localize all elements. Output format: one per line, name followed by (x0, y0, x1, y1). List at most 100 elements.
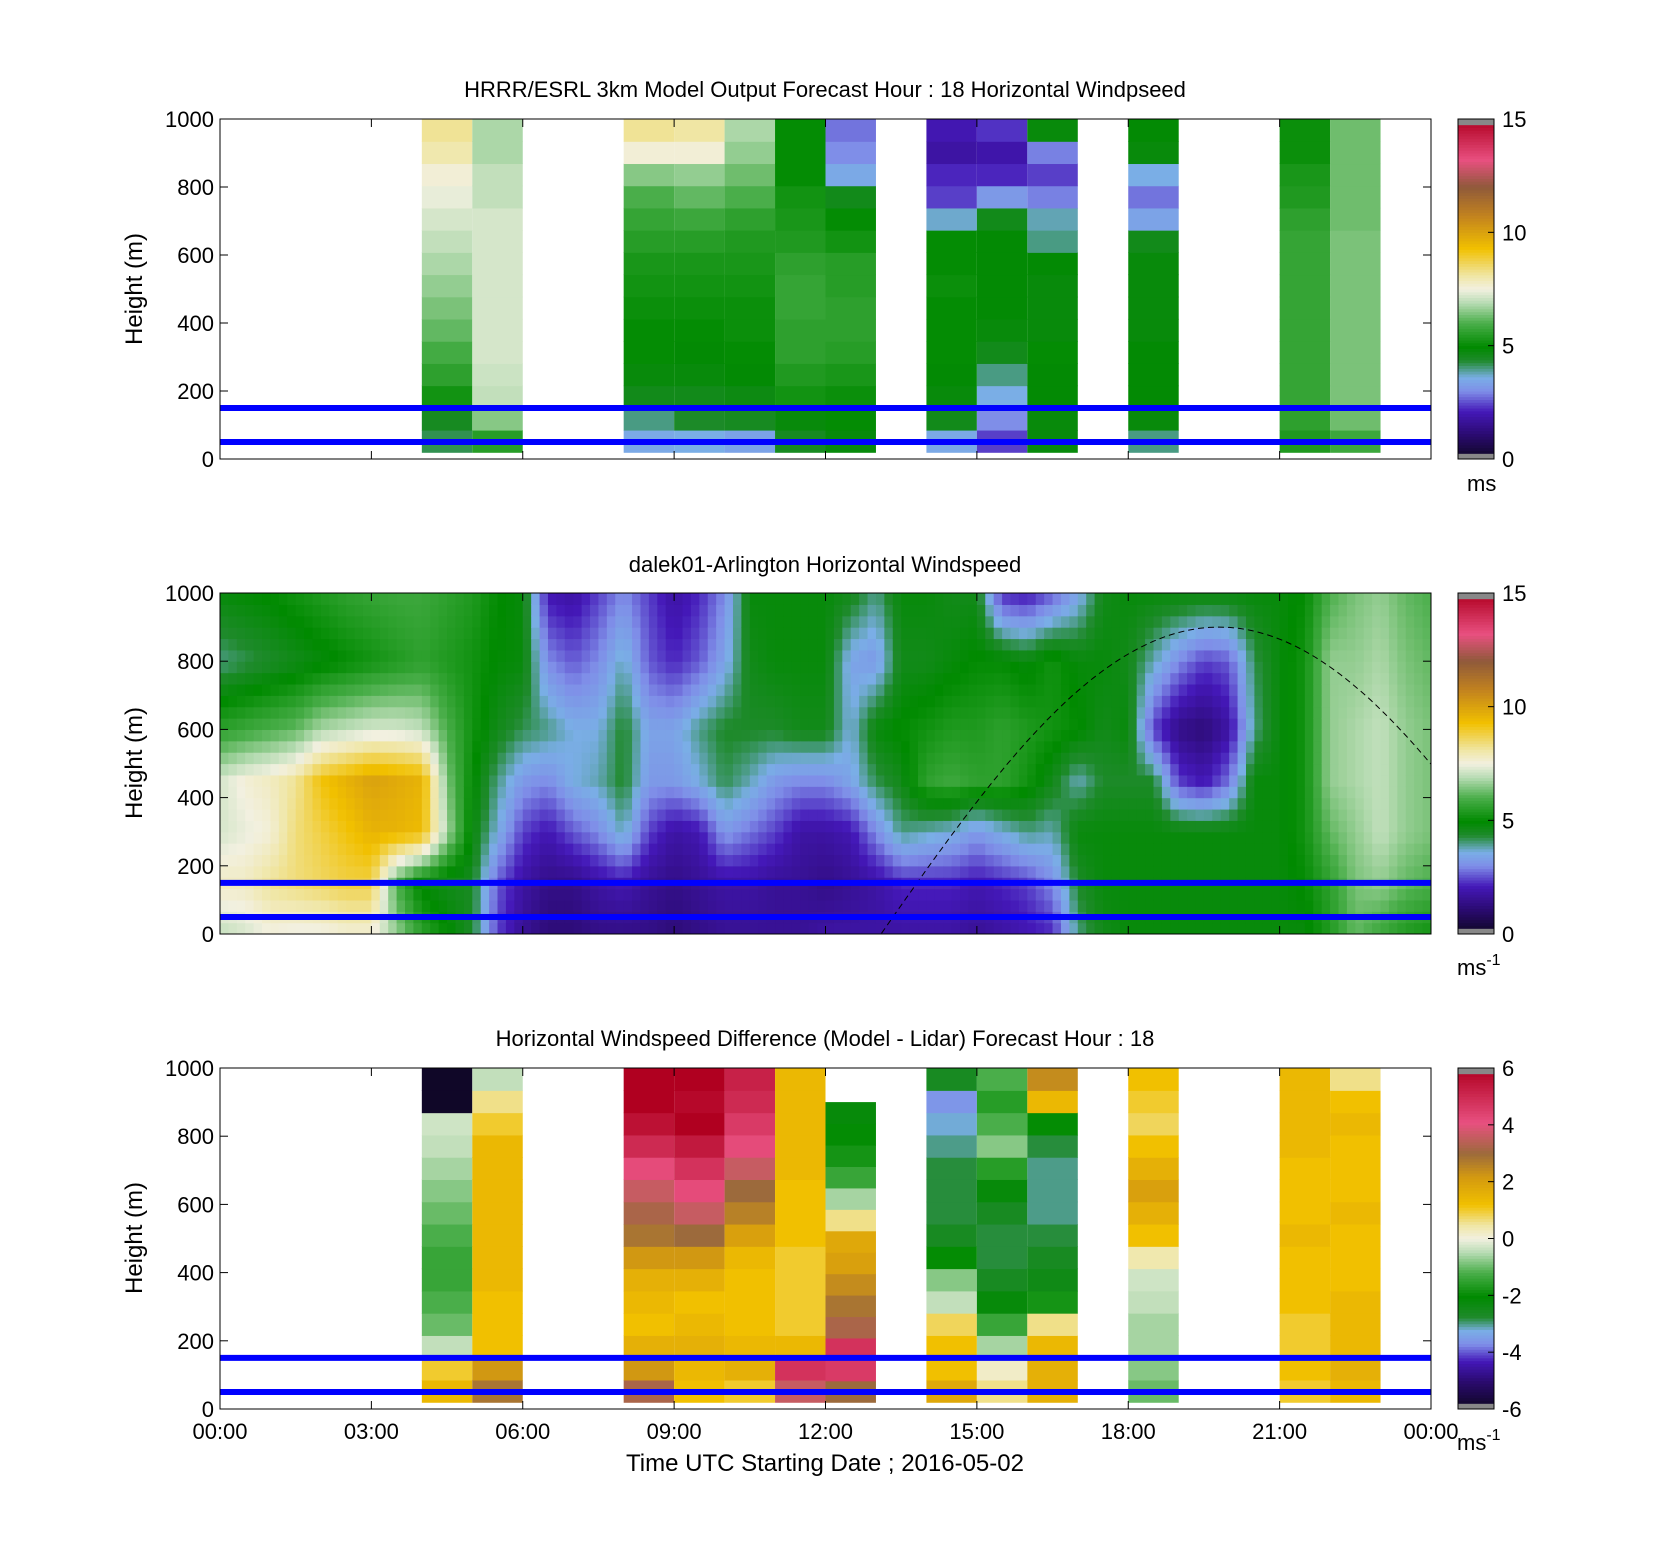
heatmap-cell (539, 718, 549, 730)
heatmap-cell (1060, 661, 1070, 674)
heatmap-cell (270, 922, 280, 934)
heatmap-cell (421, 363, 473, 387)
heatmap-cell (892, 922, 902, 934)
heatmap-cell (447, 627, 457, 640)
heatmap-cell (1229, 593, 1239, 605)
heatmap-cell (522, 718, 532, 730)
heatmap-cell (1422, 604, 1431, 617)
heatmap-cell (1153, 888, 1163, 901)
heatmap-cell (943, 740, 953, 753)
heatmap-cell (1195, 865, 1205, 878)
colorbar-segment (1458, 749, 1494, 753)
heatmap-cell (1018, 786, 1028, 799)
heatmap-cell (1136, 774, 1146, 787)
heatmap-cell (1178, 808, 1188, 821)
heatmap-cell (892, 729, 902, 742)
heatmap-cell (775, 740, 785, 753)
heatmap-cell (690, 740, 700, 753)
heatmap-cell (1010, 604, 1020, 617)
heatmap-cell (842, 808, 852, 821)
heatmap-cell (346, 888, 356, 901)
heatmap-cell (1052, 797, 1062, 810)
heatmap-cell (850, 808, 860, 821)
heatmap-cell (674, 318, 725, 342)
heatmap-cell (581, 683, 591, 696)
heatmap-cell (1321, 729, 1331, 742)
heatmap-cell (497, 831, 507, 844)
heatmap-cell (1060, 774, 1070, 787)
heatmap-cell (598, 729, 608, 742)
heatmap-cell (632, 922, 642, 934)
heatmap-cell (497, 627, 507, 640)
heatmap-cell (825, 854, 835, 867)
colorbar-segment (1458, 612, 1494, 617)
heatmap-cell (775, 752, 785, 765)
heatmap-cell (295, 774, 305, 787)
heatmap-cell (934, 627, 944, 640)
heatmap-cell (800, 683, 810, 696)
heatmap-cell (1262, 820, 1272, 833)
heatmap-cell (833, 774, 843, 787)
heatmap-cell (791, 831, 801, 844)
heatmap-cell (337, 604, 347, 617)
heatmap-cell (1027, 274, 1078, 298)
heatmap-cell (262, 718, 272, 730)
heatmap-cell (270, 615, 280, 628)
heatmap-cell (1262, 604, 1272, 617)
heatmap-cell (665, 706, 675, 719)
heatmap-cell (791, 854, 801, 867)
heatmap-cell (472, 661, 482, 674)
heatmap-cell (615, 820, 625, 833)
heatmap-cell (1237, 627, 1247, 640)
heatmap-cell (573, 661, 583, 674)
heatmap-cell (833, 627, 843, 640)
heatmap-cell (278, 752, 288, 765)
heatmap-cell (295, 854, 305, 867)
heatmap-cell (1103, 638, 1113, 651)
heatmap-cell (346, 797, 356, 810)
colorbar-segment (1458, 255, 1494, 259)
heatmap-cell (1380, 604, 1390, 617)
heatmap-cell (1161, 752, 1171, 765)
heatmap-cell (1161, 729, 1171, 742)
heatmap-cell (1002, 661, 1012, 674)
heatmap-cell (1237, 786, 1247, 799)
colorbar-segment (1458, 777, 1494, 782)
heatmap-cell (1044, 593, 1054, 605)
heatmap-cell (472, 363, 523, 387)
heatmap-cell (632, 695, 642, 708)
heatmap-cell (615, 899, 625, 912)
heatmap-cell (312, 922, 322, 934)
heatmap-cell (362, 672, 372, 685)
heatmap-cell (1229, 706, 1239, 719)
heatmap-cell (1136, 695, 1146, 708)
heatmap-cell (808, 922, 818, 934)
heatmap-cell (480, 706, 490, 719)
heatmap-cell (884, 797, 894, 810)
heatmap-cell (312, 683, 322, 696)
heatmap-cell (674, 230, 725, 253)
heatmap-cell (253, 786, 263, 799)
heatmap-cell (657, 820, 667, 833)
heatmap-cell (1103, 695, 1113, 708)
heatmap-cell (472, 1223, 523, 1247)
heatmap-cell (1279, 604, 1289, 617)
heatmap-cell (287, 786, 297, 799)
heatmap-cell (472, 797, 482, 810)
heatmap-cell (295, 820, 305, 833)
heatmap-cell (1296, 808, 1306, 821)
heatmap-cell (304, 627, 314, 640)
heatmap-cell (741, 843, 751, 856)
heatmap-cell (606, 899, 616, 912)
heatmap-cell (505, 752, 515, 765)
heatmap-cell (539, 763, 549, 776)
heatmap-cell (682, 763, 692, 776)
heatmap-cell (741, 672, 751, 685)
heatmap-cell (1296, 774, 1306, 787)
heatmap-cell (648, 888, 658, 901)
heatmap-cell (396, 831, 406, 844)
heatmap-cell (480, 888, 490, 901)
heatmap-cell (859, 661, 869, 674)
heatmap-cell (312, 672, 322, 685)
heatmap-cell (346, 899, 356, 912)
